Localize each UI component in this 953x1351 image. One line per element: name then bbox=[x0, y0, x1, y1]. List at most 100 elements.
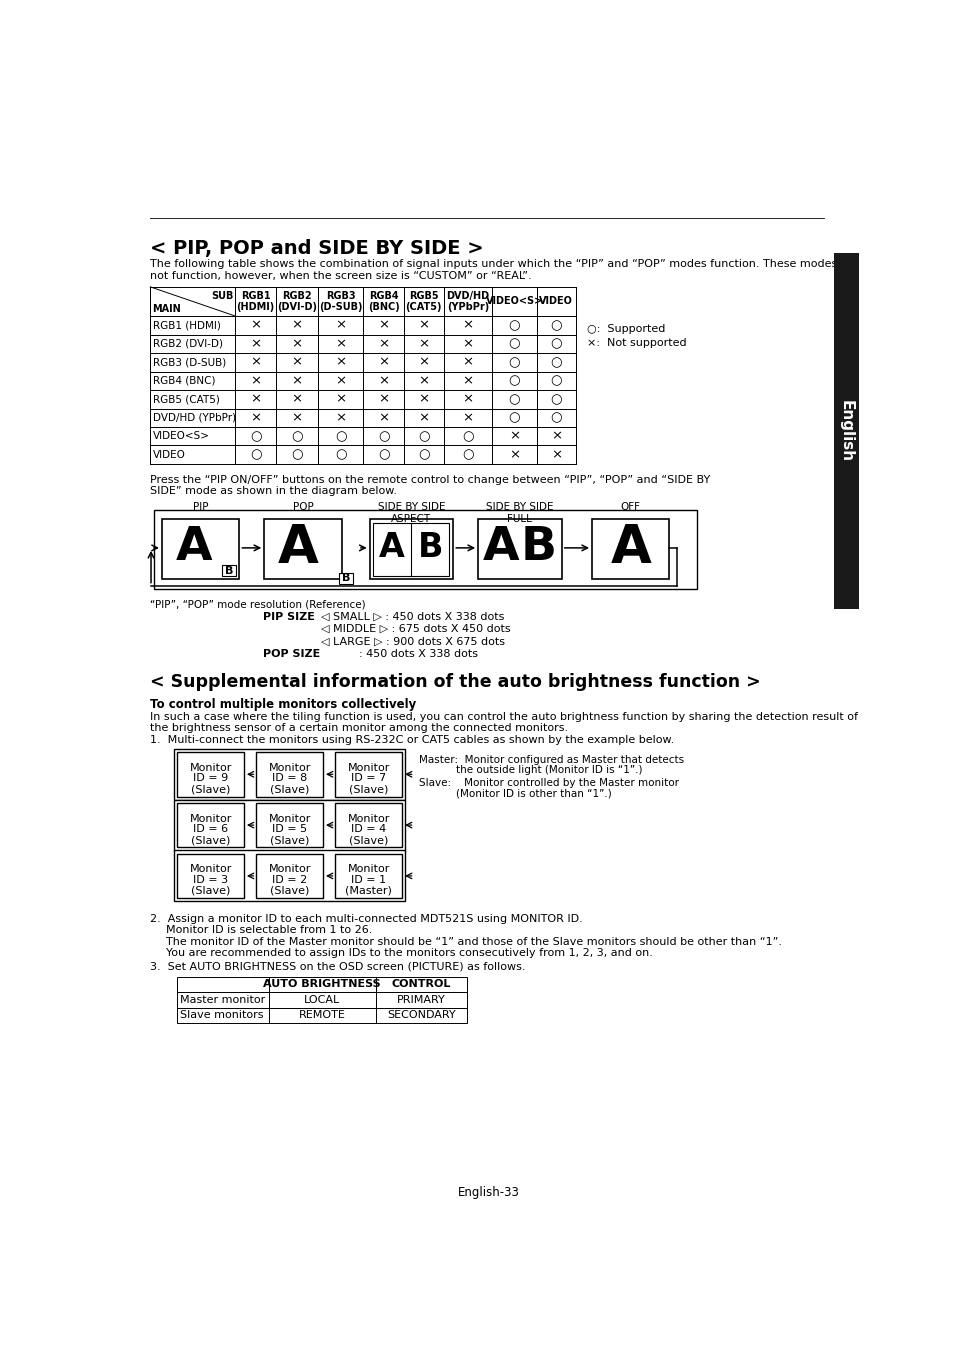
Text: RGB4 (BNC): RGB4 (BNC) bbox=[153, 376, 215, 386]
Text: ○: ○ bbox=[250, 449, 261, 461]
Text: ○: ○ bbox=[462, 430, 474, 443]
Text: SIDE BY SIDE
ASPECT: SIDE BY SIDE ASPECT bbox=[377, 503, 445, 524]
Bar bbox=[264, 519, 341, 580]
Text: DVD/HD (YPbPr): DVD/HD (YPbPr) bbox=[153, 413, 236, 423]
Text: ○: ○ bbox=[550, 393, 561, 405]
Text: ◁ MIDDLE ▷ : 675 dots X 450 dots: ◁ MIDDLE ▷ : 675 dots X 450 dots bbox=[320, 624, 510, 634]
Text: not function, however, when the screen size is “CUSTOM” or “REAL”.: not function, however, when the screen s… bbox=[150, 270, 532, 281]
Text: ×: × bbox=[292, 393, 302, 405]
Text: Monitor: Monitor bbox=[347, 865, 390, 874]
Text: ×: × bbox=[550, 449, 561, 461]
Text: LOCAL: LOCAL bbox=[304, 994, 340, 1005]
Bar bbox=[174, 800, 405, 851]
Text: ×: × bbox=[250, 374, 261, 388]
Text: ×: × bbox=[250, 411, 261, 424]
Text: RGB2
(DVI-D): RGB2 (DVI-D) bbox=[276, 290, 316, 312]
Text: B: B bbox=[417, 531, 443, 565]
Bar bbox=[256, 854, 323, 898]
Text: (Slave): (Slave) bbox=[349, 835, 388, 846]
Text: Slave monitors: Slave monitors bbox=[180, 1011, 264, 1020]
Text: ○: ○ bbox=[550, 355, 561, 369]
Text: A: A bbox=[277, 521, 318, 574]
Text: DVD/HD
(YPbPr): DVD/HD (YPbPr) bbox=[446, 290, 489, 312]
Bar bbox=[335, 753, 402, 797]
Text: ×: × bbox=[462, 355, 473, 369]
Text: ×: × bbox=[250, 338, 261, 350]
Text: ○: ○ bbox=[377, 449, 389, 461]
Text: Monitor ID is selectable from 1 to 26.: Monitor ID is selectable from 1 to 26. bbox=[166, 925, 372, 935]
Text: ○: ○ bbox=[550, 338, 561, 350]
Text: ×: × bbox=[292, 411, 302, 424]
Bar bbox=[177, 854, 244, 898]
Text: ID = 9: ID = 9 bbox=[193, 774, 228, 784]
Text: ○: ○ bbox=[550, 411, 561, 424]
Text: ×: × bbox=[335, 393, 346, 405]
Text: < PIP, POP and SIDE BY SIDE >: < PIP, POP and SIDE BY SIDE > bbox=[150, 239, 483, 258]
Bar bbox=[256, 802, 323, 847]
Text: ×: × bbox=[377, 355, 389, 369]
Text: ID = 7: ID = 7 bbox=[351, 774, 386, 784]
Bar bbox=[375, 977, 467, 992]
Text: REMOTE: REMOTE bbox=[298, 1011, 345, 1020]
Text: The following table shows the combination of signal inputs under which the “PIP”: The following table shows the combinatio… bbox=[150, 259, 854, 269]
Text: RGB2 (DVI-D): RGB2 (DVI-D) bbox=[153, 339, 223, 349]
Text: VIDEO: VIDEO bbox=[538, 296, 573, 307]
Text: ×: × bbox=[417, 393, 429, 405]
Text: ○: ○ bbox=[291, 430, 302, 443]
Text: Slave:    Monitor controlled by the Master monitor: Slave: Monitor controlled by the Master … bbox=[418, 778, 679, 788]
Text: VIDEO<S>: VIDEO<S> bbox=[153, 431, 210, 442]
Text: ○: ○ bbox=[335, 430, 346, 443]
Bar bbox=[162, 519, 239, 580]
Text: “PIP”, “POP” mode resolution (Reference): “PIP”, “POP” mode resolution (Reference) bbox=[150, 600, 366, 609]
Text: ○: ○ bbox=[377, 430, 389, 443]
Text: RGB5
(CAT5): RGB5 (CAT5) bbox=[405, 290, 441, 312]
Text: Monitor: Monitor bbox=[269, 813, 311, 824]
Bar bbox=[177, 753, 244, 797]
Bar bbox=[833, 253, 858, 609]
Bar bbox=[256, 753, 323, 797]
Text: ID = 2: ID = 2 bbox=[272, 875, 307, 885]
Text: ○: ○ bbox=[550, 319, 561, 332]
Text: B: B bbox=[341, 573, 350, 584]
Text: ×: × bbox=[377, 393, 389, 405]
Text: ×: × bbox=[292, 338, 302, 350]
Bar bbox=[177, 977, 269, 992]
Text: ×: × bbox=[508, 449, 519, 461]
Text: ○: ○ bbox=[462, 449, 474, 461]
Text: ×: × bbox=[377, 411, 389, 424]
Text: ○: ○ bbox=[417, 430, 429, 443]
Bar bbox=[269, 992, 375, 1008]
Text: Press the “PIP ON/OFF” buttons on the remote control to change between “PIP”, “P: Press the “PIP ON/OFF” buttons on the re… bbox=[150, 474, 710, 485]
Text: OFF: OFF bbox=[620, 503, 640, 512]
Text: ×: × bbox=[462, 319, 473, 332]
Text: The monitor ID of the Master monitor should be “1” and those of the Slave monito: The monitor ID of the Master monitor sho… bbox=[166, 936, 781, 947]
Text: B: B bbox=[520, 526, 557, 570]
Text: English: English bbox=[838, 400, 853, 462]
Text: ×: × bbox=[335, 338, 346, 350]
Text: ○: ○ bbox=[550, 374, 561, 388]
Text: ○:  Supported: ○: Supported bbox=[586, 324, 664, 334]
Text: ○: ○ bbox=[335, 449, 346, 461]
Text: ×: × bbox=[250, 319, 261, 332]
Text: (Slave): (Slave) bbox=[349, 785, 388, 794]
Text: A: A bbox=[176, 526, 213, 570]
Text: ×: × bbox=[462, 338, 473, 350]
Text: SUB: SUB bbox=[211, 292, 233, 301]
Text: RGB1 (HDMI): RGB1 (HDMI) bbox=[153, 320, 221, 331]
Text: RGB1
(HDMI): RGB1 (HDMI) bbox=[236, 290, 274, 312]
Text: B: B bbox=[225, 566, 233, 576]
Text: ×: × bbox=[377, 338, 389, 350]
Text: ○: ○ bbox=[508, 411, 519, 424]
Text: ID = 1: ID = 1 bbox=[351, 875, 386, 885]
Text: RGB5 (CAT5): RGB5 (CAT5) bbox=[153, 394, 220, 404]
Text: English-33: English-33 bbox=[457, 1186, 519, 1200]
Text: ×: × bbox=[508, 430, 519, 443]
Text: ×: × bbox=[250, 355, 261, 369]
Text: ○: ○ bbox=[250, 430, 261, 443]
Text: ID = 8: ID = 8 bbox=[272, 774, 307, 784]
Text: ×: × bbox=[292, 355, 302, 369]
Text: POP: POP bbox=[293, 503, 313, 512]
Text: ○: ○ bbox=[508, 374, 519, 388]
Text: the outside light (Monitor ID is “1”.): the outside light (Monitor ID is “1”.) bbox=[456, 765, 642, 775]
Text: ×: × bbox=[417, 338, 429, 350]
